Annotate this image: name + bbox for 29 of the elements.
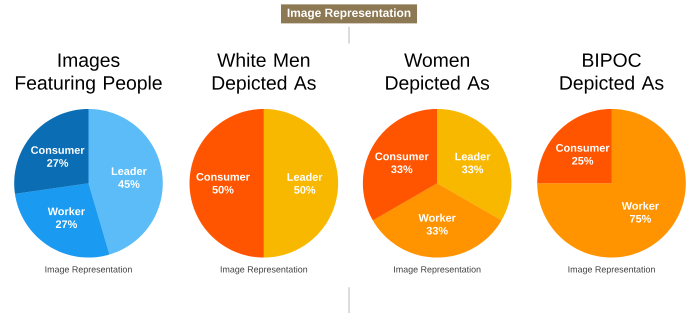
slice-label: Consumer (31, 146, 84, 154)
slice-label: Worker (418, 214, 456, 222)
data-label: 25% (572, 156, 594, 165)
data-label: 50% (212, 186, 234, 194)
text: Image Representation (45, 266, 132, 274)
chart-title: BIPOC Depicted As (560, 53, 664, 94)
slice-label: Consumer (196, 172, 250, 181)
text: Image Representation (568, 266, 655, 274)
data-label: 27% (56, 220, 77, 228)
slice-label: Leader (112, 167, 147, 176)
data-label: 75% (630, 214, 652, 223)
text: Image Representation (220, 266, 308, 274)
slice-label: Leader (455, 152, 490, 160)
slice-label: Consumer (375, 152, 429, 160)
data-label: 50% (294, 186, 316, 194)
slice-label: Leader (288, 172, 322, 181)
data-label: 33% (462, 166, 484, 174)
chart-title: Images Featuring People (16, 54, 162, 94)
data-label: 27% (47, 159, 68, 167)
chart-title: Women Depicted As (386, 54, 490, 94)
data-label: 45% (118, 180, 140, 188)
text: Image Representation (394, 266, 480, 274)
chart-title: White Men Depicted As (212, 52, 316, 94)
text: Image Representation (288, 8, 410, 20)
slice-label: Consumer (556, 144, 610, 152)
data-label: 33% (426, 226, 448, 235)
data-label: 33% (391, 165, 412, 174)
slice-label: Worker (622, 202, 659, 210)
slice-label: Worker (48, 207, 85, 216)
